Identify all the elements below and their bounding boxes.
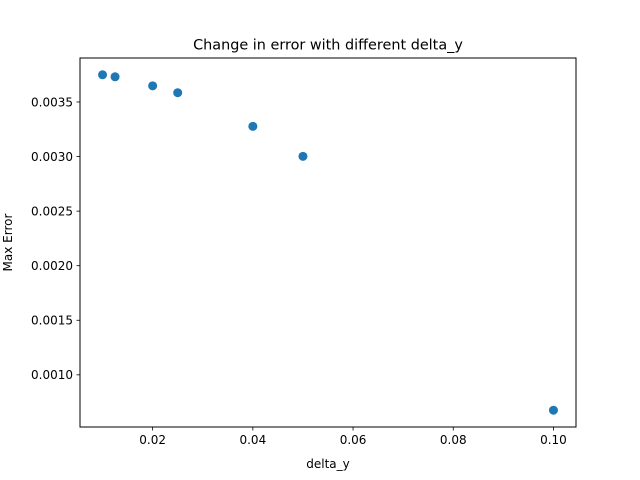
data-point <box>173 88 183 98</box>
y-tick-label: 0.0015 <box>31 314 73 328</box>
y-tick-label: 0.0030 <box>31 150 73 164</box>
x-axis-label: delta_y <box>306 457 350 471</box>
x-tick-label: 0.06 <box>340 433 367 447</box>
y-axis-label: Max Error <box>1 213 15 271</box>
y-axis-ticks: 0.0010 0.0015 0.0020 0.0025 0.0030 0.0035 <box>31 95 80 382</box>
x-tick-label: 0.10 <box>540 433 567 447</box>
y-tick-label: 0.0025 <box>31 204 73 218</box>
y-tick-label: 0.0035 <box>31 95 73 109</box>
x-tick-label: 0.02 <box>139 433 166 447</box>
x-tick-label: 0.08 <box>440 433 467 447</box>
y-tick-label: 0.0010 <box>31 368 73 382</box>
data-point <box>248 121 258 131</box>
data-points <box>98 70 558 415</box>
data-point <box>110 72 120 82</box>
chart-title: Change in error with different delta_y <box>193 38 463 54</box>
axes-frame <box>79 57 577 428</box>
y-tick-label: 0.0020 <box>31 259 73 273</box>
data-point <box>548 405 558 415</box>
plot-area <box>80 58 576 427</box>
data-point <box>298 151 308 161</box>
x-tick-label: 0.04 <box>239 433 266 447</box>
x-axis-ticks: 0.02 0.04 0.06 0.08 0.10 <box>139 427 567 447</box>
data-point <box>98 70 108 80</box>
data-point <box>148 81 158 91</box>
